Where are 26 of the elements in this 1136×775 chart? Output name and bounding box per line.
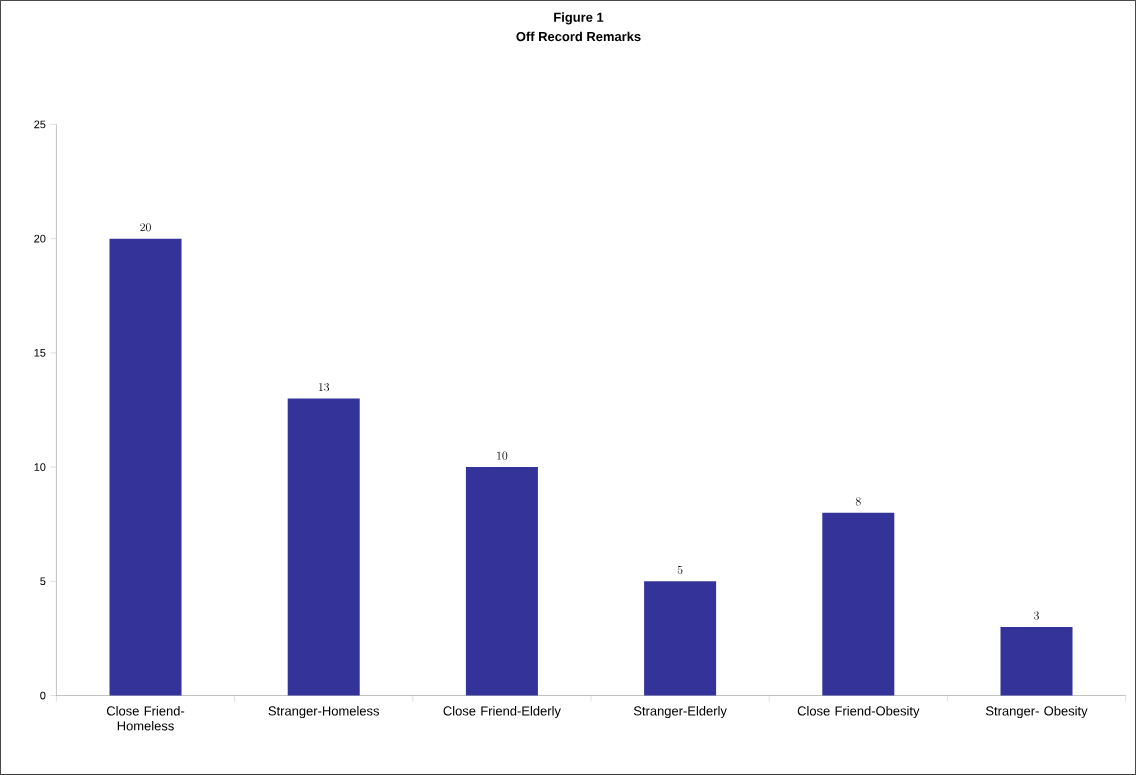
bar [287, 398, 360, 696]
x-tick-label: Stranger-Homeless [268, 706, 380, 719]
x-tick-label: Close Friend-Homeless [106, 706, 185, 731]
data-label: 13 [318, 383, 330, 392]
y-tick-label: 20 [34, 234, 46, 243]
data-label: 8 [855, 497, 861, 506]
chart-subtitle: Off Record Remarks [516, 31, 641, 42]
x-tick-label: Close Friend-Obesity [797, 706, 920, 719]
data-label: 3 [1034, 611, 1039, 620]
y-tick-label: 0 [40, 691, 46, 700]
bar [644, 581, 717, 696]
bar [109, 238, 182, 696]
data-label: 20 [140, 223, 151, 232]
x-tick-label: Stranger- Obesity [985, 706, 1088, 719]
data-label: 10 [497, 451, 508, 460]
bar [822, 512, 895, 696]
y-tick-label: 15 [34, 349, 46, 357]
bar [465, 467, 538, 696]
y-tick-label: 5 [40, 577, 46, 586]
bar [1000, 627, 1073, 696]
chart-title: Figure 1 [554, 12, 604, 25]
x-tick-label: Stranger-Elderly [633, 706, 727, 719]
y-tick-label: 10 [34, 463, 46, 471]
data-label: 5 [677, 565, 683, 575]
y-tick-label: 25 [34, 120, 46, 129]
x-tick-label: Close Friend-Elderly [443, 706, 561, 719]
